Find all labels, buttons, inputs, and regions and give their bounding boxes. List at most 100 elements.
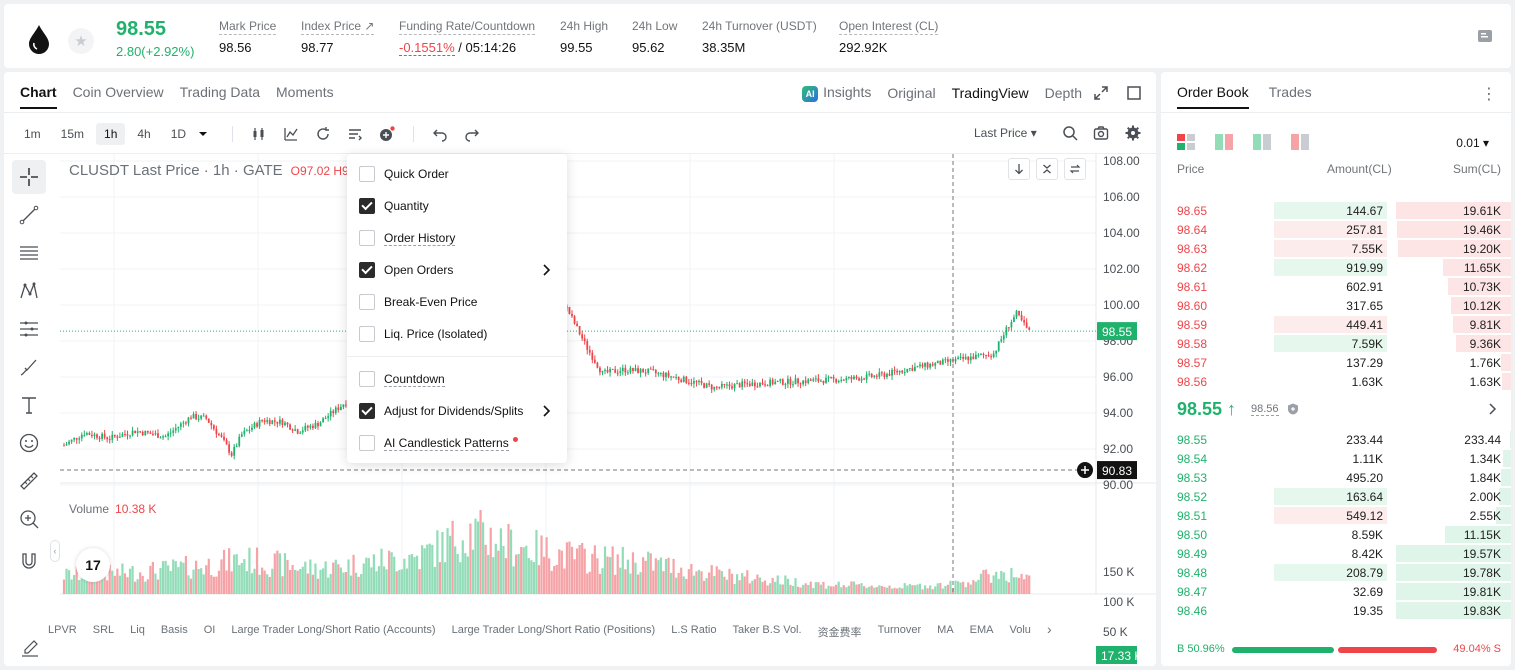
bid-row[interactable]: 98.53 495.20 1.84K — [1161, 468, 1511, 487]
more-options-icon[interactable]: ⋮ — [1481, 86, 1497, 103]
ask-row[interactable]: 98.60 317.65 10.12K — [1161, 296, 1511, 315]
bid-row[interactable]: 98.46 19.35 19.83K — [1161, 601, 1511, 620]
tab-trades[interactable]: Trades — [1268, 84, 1312, 100]
bid-row[interactable]: 98.50 8.59K 11.15K — [1161, 525, 1511, 544]
indicator-item[interactable]: Turnover — [877, 624, 922, 636]
tab-trading-data[interactable]: Trading Data — [179, 84, 261, 100]
menu-item[interactable]: Quantity — [359, 196, 555, 216]
stat-mark-price[interactable]: Mark Price 98.56 — [219, 19, 277, 55]
expand-icon[interactable] — [1093, 85, 1109, 101]
ask-row[interactable]: 98.63 7.55K 19.20K — [1161, 239, 1511, 258]
collapse-icon[interactable] — [1036, 158, 1058, 180]
price-chart[interactable]: 108.00106.00104.00102.00100.0098.0096.00… — [60, 154, 1156, 666]
chevron-right-icon[interactable] — [1487, 403, 1497, 415]
tab-order-book[interactable]: Order Book — [1177, 84, 1249, 109]
bids-only-layout-icon[interactable] — [1253, 134, 1271, 150]
measure-tool[interactable] — [12, 464, 46, 498]
text-tool[interactable] — [12, 388, 46, 422]
prediction-tool[interactable] — [12, 312, 46, 346]
favorite-star-icon[interactable]: ★ — [68, 28, 94, 54]
menu-checkbox[interactable] — [359, 230, 375, 246]
indicator-item[interactable]: SRL — [92, 624, 115, 636]
trend-line-tool[interactable] — [12, 198, 46, 232]
candles-icon[interactable] — [251, 126, 267, 142]
window-icon[interactable] — [1126, 85, 1142, 101]
menu-item[interactable]: Quick Order — [359, 164, 555, 184]
menu-checkbox[interactable] — [359, 403, 375, 419]
templates-icon[interactable] — [347, 126, 363, 142]
bid-row[interactable]: 98.54 1.11K 1.34K — [1161, 449, 1511, 468]
camera-icon[interactable] — [1093, 125, 1109, 141]
pattern-tool[interactable] — [12, 274, 46, 308]
ask-row[interactable]: 98.62 919.99 11.65K — [1161, 258, 1511, 277]
stat-funding-rate[interactable]: Funding Rate/Countdown -0.1551% / 05:14:… — [399, 19, 536, 56]
brush-tool[interactable] — [12, 350, 46, 384]
collapse-toolbar-handle[interactable]: ‹ — [50, 540, 60, 562]
indicators-icon[interactable] — [283, 126, 299, 142]
gear-icon[interactable] — [1125, 125, 1141, 141]
precision-select[interactable]: 0.01 ▾ — [1456, 136, 1489, 150]
timeframe-15m[interactable]: 15m — [60, 127, 85, 141]
ask-row[interactable]: 98.61 602.91 10.73K — [1161, 277, 1511, 296]
document-icon[interactable] — [1477, 28, 1493, 44]
menu-item[interactable]: Order History — [359, 228, 555, 248]
tab-coin-overview[interactable]: Coin Overview — [72, 84, 164, 100]
tab-tradingview[interactable]: TradingView — [951, 85, 1029, 101]
emoji-tool[interactable] — [12, 426, 46, 460]
timeframe-1h[interactable]: 1h — [96, 123, 126, 145]
scroll-down-icon[interactable] — [1008, 158, 1030, 180]
add-overlay-icon[interactable] — [379, 126, 395, 142]
indicator-item[interactable]: OI — [203, 624, 216, 636]
timeframe-1d[interactable]: 1D — [170, 127, 187, 141]
tab-insights[interactable]: AI Insights — [802, 84, 871, 102]
ask-row[interactable]: 98.65 144.67 19.61K — [1161, 201, 1511, 220]
menu-checkbox[interactable] — [359, 435, 375, 451]
indicator-item[interactable]: LPVR — [48, 624, 77, 636]
indicator-item[interactable]: Basis — [160, 624, 188, 636]
undo-icon[interactable] — [432, 126, 448, 142]
ask-row[interactable]: 98.59 449.41 9.81K — [1161, 315, 1511, 334]
refresh-icon[interactable] — [1064, 158, 1086, 180]
bid-row[interactable]: 98.55 233.44 233.44 — [1161, 430, 1511, 449]
price-source-select[interactable]: Last Price ▾ — [974, 126, 1037, 140]
indicator-item[interactable]: Taker B.S Vol. — [732, 624, 802, 636]
menu-item[interactable]: Liq. Price (Isolated) — [359, 324, 555, 344]
redo-icon[interactable] — [464, 126, 480, 142]
timeframe-4h[interactable]: 4h — [137, 127, 151, 141]
indicator-item[interactable]: Large Trader Long/Short Ratio (Accounts) — [231, 624, 436, 636]
indicator-item[interactable]: 资金费率 — [817, 627, 862, 639]
indicator-item[interactable]: Liq — [130, 624, 145, 636]
scroll-right-icon[interactable]: › — [1046, 621, 1052, 637]
menu-checkbox[interactable] — [359, 326, 375, 342]
menu-checkbox[interactable] — [359, 198, 375, 214]
indicator-item[interactable]: Large Trader Long/Short Ratio (Positions… — [451, 624, 656, 636]
menu-item[interactable]: Break-Even Price — [359, 292, 555, 312]
menu-checkbox[interactable] — [359, 294, 375, 310]
tradingview-logo[interactable]: 17 — [76, 548, 110, 582]
indicator-item[interactable]: L.S Ratio — [671, 624, 717, 636]
stat-open-interest[interactable]: Open Interest (CL) 292.92K — [839, 19, 939, 55]
menu-item[interactable]: Adjust for Dividends/Splits — [359, 401, 555, 421]
split-layout-icon[interactable] — [1215, 134, 1233, 150]
bid-row[interactable]: 98.51 549.12 2.55K — [1161, 506, 1511, 525]
pencil-lock-icon[interactable] — [20, 610, 40, 660]
replay-icon[interactable] — [315, 126, 331, 142]
magnet-tool[interactable] — [12, 544, 46, 578]
bid-row[interactable]: 98.48 208.79 19.78K — [1161, 563, 1511, 582]
fib-tool[interactable] — [12, 236, 46, 270]
bid-row[interactable]: 98.49 8.42K 19.57K — [1161, 544, 1511, 563]
menu-checkbox[interactable] — [359, 166, 375, 182]
search-icon[interactable] — [1062, 125, 1078, 141]
ask-row[interactable]: 98.56 1.63K 1.63K — [1161, 372, 1511, 391]
crosshair-tool[interactable] — [12, 160, 46, 194]
menu-checkbox[interactable] — [359, 371, 375, 387]
both-sides-layout-icon[interactable] — [1177, 134, 1195, 150]
menu-item[interactable]: AI Candlestick Patterns — [359, 433, 555, 453]
ask-row[interactable]: 98.64 257.81 19.46K — [1161, 220, 1511, 239]
timeframe-1m[interactable]: 1m — [24, 127, 41, 141]
menu-checkbox[interactable] — [359, 262, 375, 278]
chevron-down-icon[interactable] — [198, 129, 208, 139]
tab-depth[interactable]: Depth — [1044, 85, 1082, 101]
menu-item[interactable]: Open Orders — [359, 260, 555, 280]
tab-original[interactable]: Original — [887, 85, 936, 101]
